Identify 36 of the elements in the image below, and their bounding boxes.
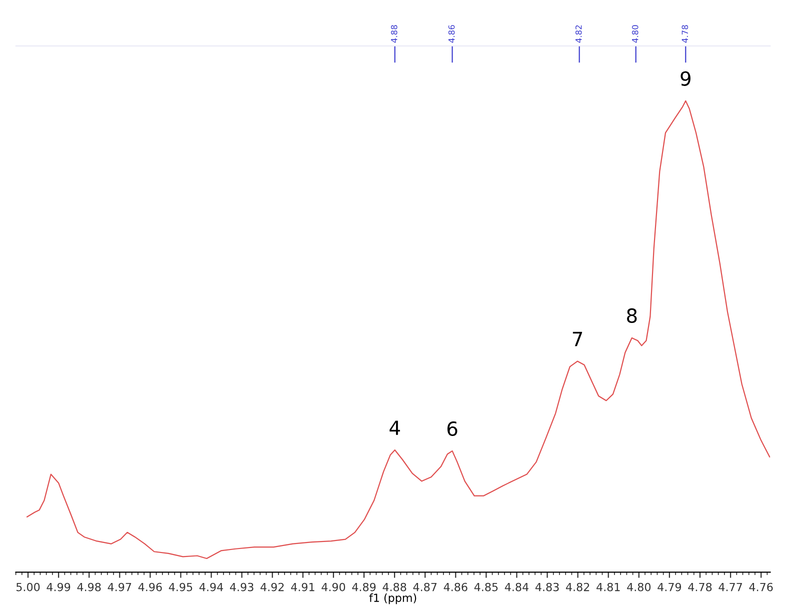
x2-tick-label: 4.80 <box>632 25 638 43</box>
x-tick-label: 4.92 <box>260 582 284 592</box>
x-tick-label: 4.99 <box>46 582 70 592</box>
x-tick-label: 4.84 <box>504 582 528 592</box>
x-tick-label: 4.82 <box>566 582 590 592</box>
x-tick-label: 4.98 <box>77 582 101 592</box>
x-tick-label: 4.79 <box>658 582 682 592</box>
x2-tick-label: 4.78 <box>682 25 688 43</box>
x2-tick-label: 4.82 <box>575 25 582 43</box>
x-tick-label: 4.80 <box>627 582 651 592</box>
x-tick-label: 4.87 <box>413 582 437 592</box>
annotation: 9 <box>680 71 690 86</box>
annotation: 7 <box>572 332 582 346</box>
x-tick-label: 4.76 <box>749 582 773 592</box>
x-axis-title: f1 (ppm) <box>369 593 416 604</box>
x-tick-label: 4.78 <box>688 582 712 592</box>
x-tick-label: 4.93 <box>230 582 254 592</box>
x2-tick-label: 4.88 <box>390 25 398 43</box>
x-tick-label: 4.97 <box>108 582 132 592</box>
x-tick-label: 4.83 <box>535 582 559 592</box>
x2-tick-label: 4.86 <box>448 25 455 43</box>
annotation: 6 <box>447 421 458 436</box>
x-tick-label: 4.96 <box>138 582 162 592</box>
x-tick-label: 4.91 <box>291 582 314 592</box>
x-tick-label: 4.77 <box>718 582 742 592</box>
x-tick-label: 4.94 <box>199 582 224 592</box>
x-tick-label: 4.88 <box>382 582 406 592</box>
x-tick-label: 4.85 <box>474 582 498 592</box>
x-tick-label: 5.00 <box>16 582 40 592</box>
x-tick-label: 4.89 <box>352 582 376 592</box>
annotation: 8 <box>627 308 637 324</box>
annotation: 4 <box>390 420 400 435</box>
x-tick-label: 4.81 <box>596 582 620 592</box>
x-tick-label: 4.95 <box>168 582 192 592</box>
x-tick-label: 4.86 <box>444 582 468 592</box>
x-tick-label: 4.90 <box>322 582 346 592</box>
